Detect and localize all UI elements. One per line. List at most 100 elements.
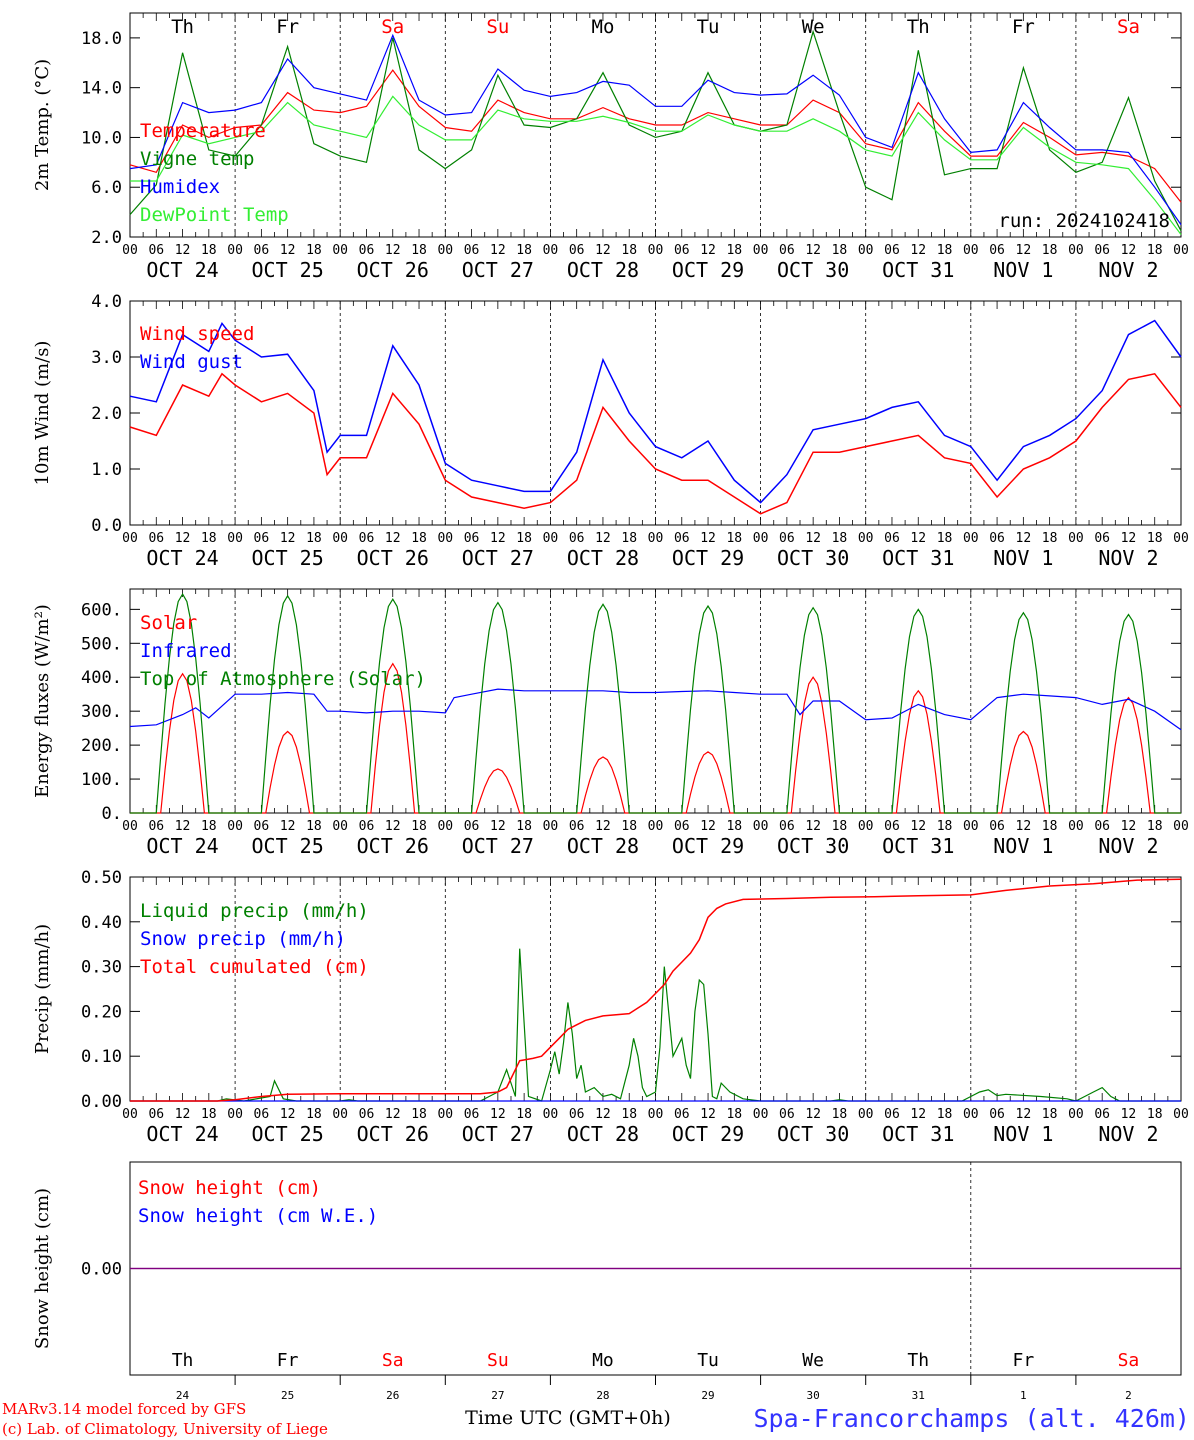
hour-label: 06 (1094, 1107, 1110, 1122)
hour-label: 12 (805, 531, 821, 546)
hour-label: 06 (1094, 243, 1110, 258)
hour-label: 06 (779, 819, 795, 834)
hour-label: 00 (332, 243, 348, 258)
hour-label: 18 (1042, 819, 1058, 834)
hour-label: 00 (963, 1107, 979, 1122)
y-tick-label: 0. (102, 804, 122, 824)
hour-label: 00 (437, 819, 453, 834)
hour-label: 12 (910, 531, 926, 546)
date-label: OCT 24 (146, 258, 218, 282)
y-tick-label: 0.40 (81, 913, 122, 933)
panel-3-frame (129, 588, 1182, 814)
day-number: 25 (281, 1389, 294, 1402)
hour-label: 06 (359, 819, 375, 834)
day-number: 27 (491, 1389, 504, 1402)
day-number: 2 (1125, 1389, 1132, 1402)
day-of-week-bottom: Fr (277, 1350, 299, 1371)
day-number: 29 (701, 1389, 714, 1402)
y-tick-label: 600. (81, 600, 122, 620)
y-tick-label: 18.0 (81, 29, 122, 49)
y-tick-label: 3.0 (91, 348, 122, 368)
hour-label: 18 (832, 243, 848, 258)
hour-label: 06 (1094, 531, 1110, 546)
hour-label: 18 (201, 531, 217, 546)
hour-label: 18 (1042, 531, 1058, 546)
y-tick-label: 10.0 (81, 128, 122, 148)
hour-label: 18 (937, 243, 953, 258)
hour-label: 18 (306, 243, 322, 258)
hour-label: 12 (700, 1107, 716, 1122)
legend-entry: Liquid precip (mm/h) (140, 900, 369, 922)
day-of-week-bottom: Th (172, 1350, 194, 1371)
day-of-week-bottom: Fr (1013, 1350, 1035, 1371)
hour-label: 06 (148, 1107, 164, 1122)
series-humidex (129, 33, 1182, 225)
date-label: OCT 30 (777, 1122, 849, 1146)
day-of-week-top: Sa (1117, 16, 1140, 38)
hour-label: 00 (753, 531, 769, 546)
run-label: run: 2024102418 (998, 210, 1170, 232)
model-credit: MARv3.14 model forced by GFS (2, 1400, 246, 1418)
hour-label: 00 (963, 531, 979, 546)
date-label: OCT 24 (146, 1122, 218, 1146)
series-liquid-precip-mm-h- (130, 948, 1181, 1102)
legend-entry: Wind gust (140, 351, 243, 373)
hour-label: 12 (1016, 243, 1032, 258)
hour-label: 12 (490, 531, 506, 546)
hour-label: 06 (989, 819, 1005, 834)
hour-label: 18 (1042, 243, 1058, 258)
date-label: OCT 27 (462, 1122, 534, 1146)
date-label: OCT 26 (357, 546, 429, 570)
hour-label: 12 (595, 1107, 611, 1122)
date-label: OCT 28 (567, 258, 639, 282)
hour-label: 00 (753, 243, 769, 258)
hour-label: 18 (621, 243, 637, 258)
hour-label: 12 (805, 243, 821, 258)
date-label: OCT 29 (672, 834, 744, 858)
day-of-week-bottom: We (802, 1350, 824, 1371)
y-tick-label: 300. (81, 702, 122, 722)
hour-label: 18 (516, 1107, 532, 1122)
hour-label: 00 (227, 819, 243, 834)
hour-label: 12 (1121, 1107, 1137, 1122)
hour-label: 18 (306, 1107, 322, 1122)
hour-label: 18 (306, 819, 322, 834)
date-label: OCT 30 (777, 546, 849, 570)
hour-label: 18 (1147, 819, 1163, 834)
hour-label: 18 (201, 819, 217, 834)
hour-label: 12 (805, 819, 821, 834)
series-top-of-atmosphere-solar- (130, 592, 1181, 814)
hour-label: 18 (937, 531, 953, 546)
hour-label: 06 (464, 1107, 480, 1122)
hour-label: 12 (175, 243, 191, 258)
legend-entry: Solar (140, 612, 197, 634)
hour-label: 00 (858, 243, 874, 258)
y-tick-label: 4.0 (91, 292, 122, 312)
hour-label: 12 (175, 819, 191, 834)
hour-label: 00 (543, 819, 559, 834)
hour-label: 18 (411, 1107, 427, 1122)
series-total-cumulated-cm- (130, 878, 1182, 1102)
y-tick-label: 2.0 (91, 404, 122, 424)
date-label: OCT 26 (357, 1122, 429, 1146)
day-of-week-bottom: Tu (697, 1350, 719, 1371)
legend-entry: Humidex (140, 176, 220, 198)
y-tick-label: 1.0 (91, 460, 122, 480)
series-infrared (129, 688, 1182, 731)
day-of-week-bottom: Sa (1118, 1350, 1140, 1371)
hour-label: 18 (411, 531, 427, 546)
hour-label: 06 (254, 819, 270, 834)
hour-label: 06 (884, 243, 900, 258)
hour-label: 06 (464, 243, 480, 258)
hour-label: 00 (753, 819, 769, 834)
hour-label: 18 (411, 819, 427, 834)
day-of-week-bottom: Sa (382, 1350, 404, 1371)
hour-label: 00 (753, 1107, 769, 1122)
legend-entry: Snow precip (mm/h) (140, 928, 346, 950)
date-label: OCT 25 (252, 834, 324, 858)
hour-label: 00 (122, 819, 138, 834)
hour-label: 12 (595, 531, 611, 546)
hour-label: 06 (674, 531, 690, 546)
date-label: OCT 29 (672, 258, 744, 282)
date-label: OCT 26 (357, 834, 429, 858)
